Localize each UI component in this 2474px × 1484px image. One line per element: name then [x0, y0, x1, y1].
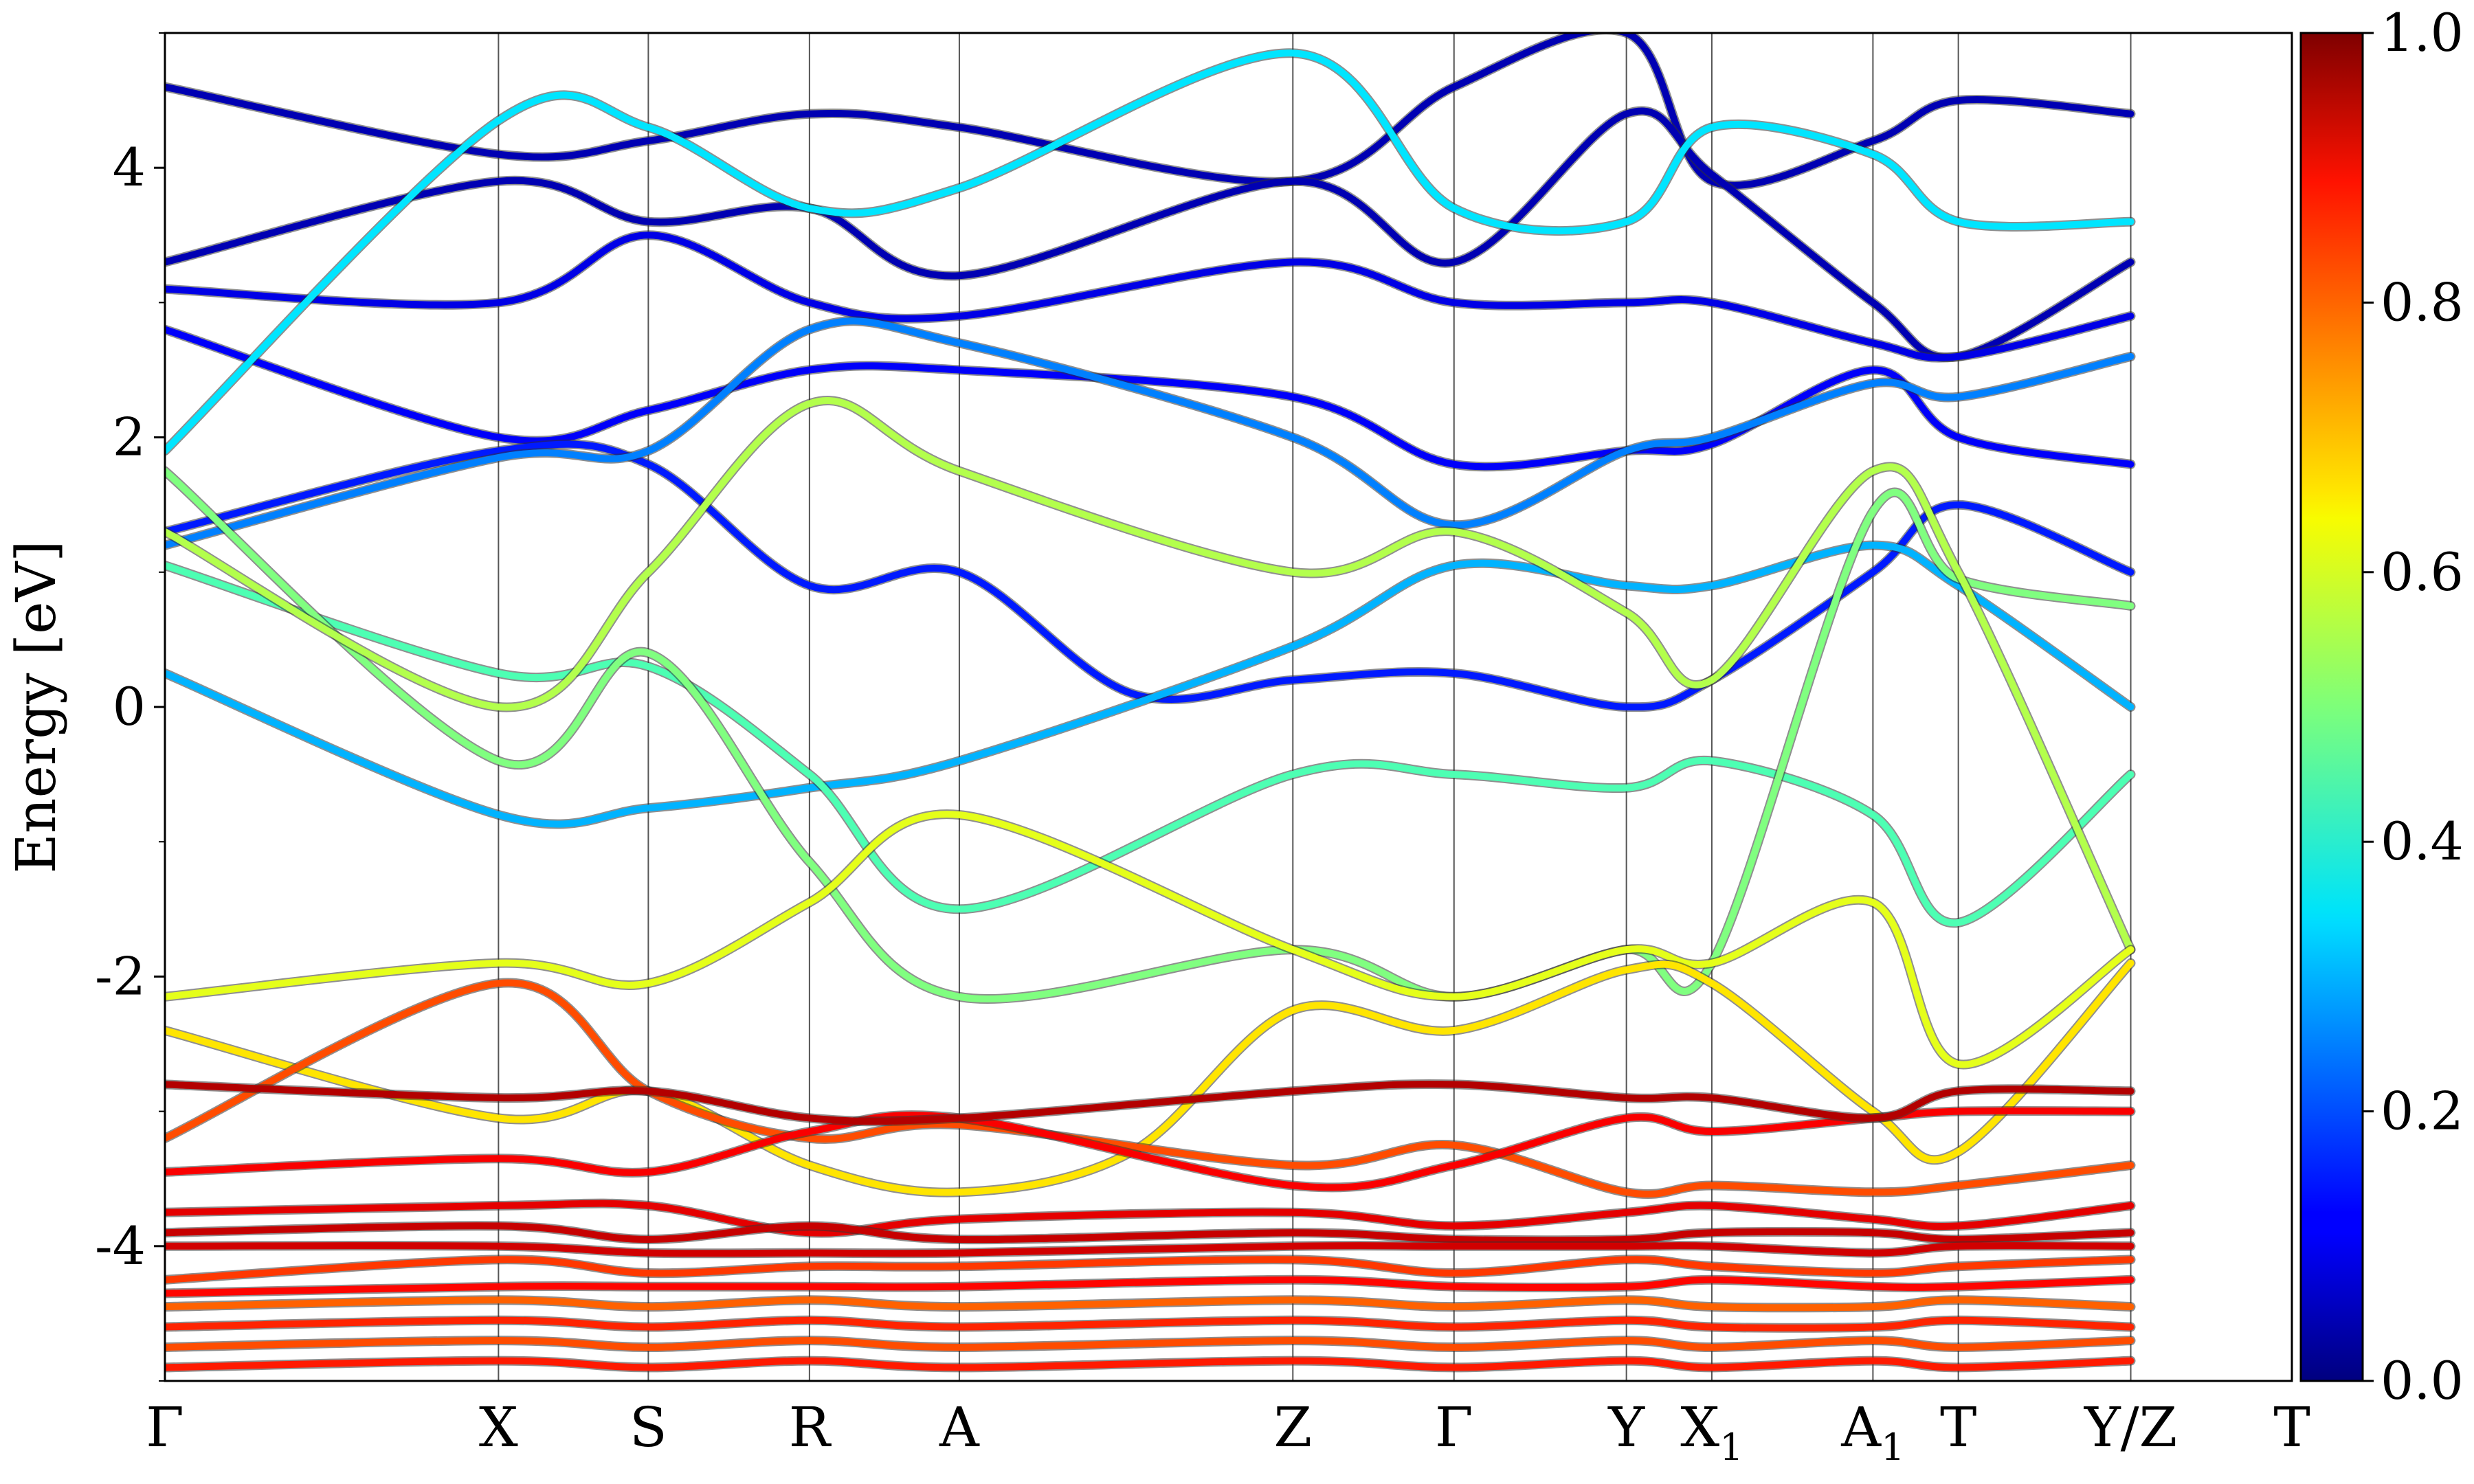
- colorbar-tick-label: 1.0: [2381, 2, 2464, 63]
- y-tick-label: -4: [95, 1215, 146, 1277]
- y-tick-label: 4: [113, 137, 146, 198]
- x-tick-label: T: [1940, 1395, 1976, 1459]
- band-lines: [165, 33, 2136, 1373]
- x-tick-label: Γ: [1435, 1395, 1473, 1459]
- colorbar-tick-label: 0.0: [2381, 1350, 2464, 1411]
- band-line: [165, 1222, 2135, 1244]
- colorbar-gradient: [2299, 32, 2364, 1382]
- x-tick-label: A1: [1840, 1395, 1904, 1469]
- band-line: [165, 979, 2135, 1198]
- band-line: [165, 49, 2135, 455]
- band-line: [165, 1242, 2135, 1257]
- band-line: [165, 440, 2135, 711]
- x-tick-label: S: [629, 1395, 667, 1459]
- x-tick-label: Z: [1273, 1395, 1312, 1459]
- x-tick-label: Y/Z: [2084, 1395, 2177, 1459]
- band-line: [165, 317, 2135, 549]
- y-tick-label: -2: [95, 945, 146, 1007]
- x-ticks: Γ X S R A Z Γ Y X1 A1 T Y/Z T: [146, 1395, 2310, 1469]
- band-line: [165, 1276, 2135, 1297]
- band-line: [165, 397, 2135, 954]
- band-line: [165, 1337, 2135, 1351]
- x-tick-label: T: [2273, 1395, 2310, 1459]
- plot-area: -4 -2 0 2 4 Γ X S R A Z Γ Y X1 A1 T Y/Z T Energy [eV]: [4, 32, 2310, 1469]
- x-tick-label: R: [789, 1395, 832, 1459]
- band-line: [165, 811, 2135, 1068]
- x-tick-label: Γ: [146, 1395, 184, 1459]
- band-line: [165, 1256, 2135, 1283]
- band-line: [165, 1080, 2135, 1125]
- x-tick-label: X: [479, 1395, 518, 1459]
- band-line: [165, 541, 2135, 828]
- band-line: [165, 1316, 2135, 1331]
- y-ticks: -4 -2 0 2 4: [95, 32, 165, 1382]
- colorbar-tick-label: 0.2: [2381, 1081, 2464, 1142]
- colorbar-tick-label: 0.8: [2381, 271, 2464, 333]
- band-line: [165, 1200, 2135, 1237]
- band-line: [165, 107, 2135, 361]
- x-tick-label: X1: [1680, 1395, 1743, 1469]
- y-tick-label: 0: [113, 676, 146, 737]
- colorbar-tick-label: 0.4: [2381, 811, 2464, 872]
- y-axis-label: Energy [eV]: [4, 541, 68, 874]
- colorbar-ticks: 0.0 0.2 0.4 0.6 0.8 1.0: [2363, 2, 2464, 1411]
- band-line: [165, 562, 2135, 927]
- x-tick-label: Y: [1607, 1395, 1645, 1459]
- band-line: [165, 232, 2135, 361]
- colorbar: 0.0 0.2 0.4 0.6 0.8 1.0: [2299, 2, 2464, 1411]
- band-line: [165, 1296, 2135, 1312]
- y-tick-label: 2: [113, 407, 146, 468]
- colorbar-tick-label: 0.6: [2381, 541, 2464, 603]
- band-line: [165, 1357, 2135, 1371]
- band-line: [165, 326, 2135, 471]
- x-tick-label: A: [939, 1395, 980, 1459]
- band-line: [165, 467, 2135, 1002]
